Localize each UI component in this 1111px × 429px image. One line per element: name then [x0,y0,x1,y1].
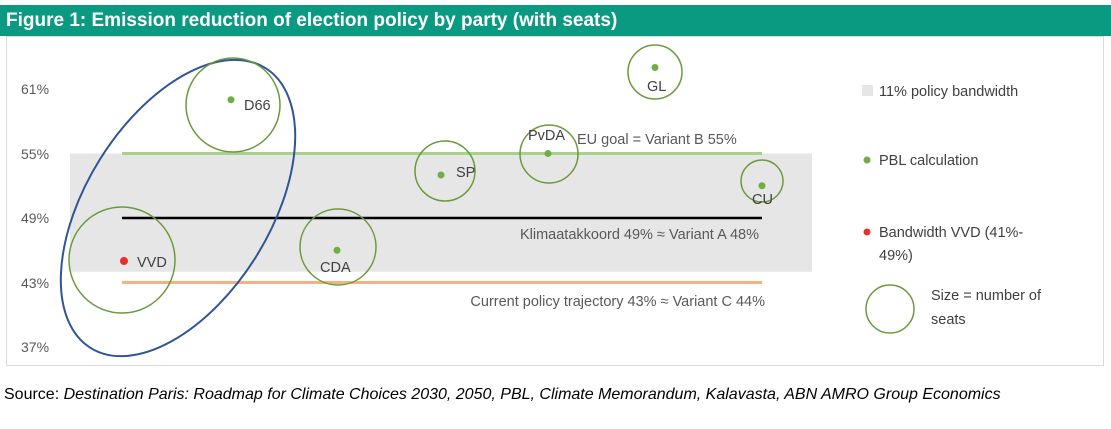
legend-vvd-swatch [863,228,871,236]
sp-label: SP [456,165,475,181]
legend-size-label-line1: Size = number of [931,288,1042,304]
cda-seat-circle [299,208,377,286]
vvd-label: VVD [137,255,167,271]
y-axis-ticks: 61% 55% 49% 43% 37% [21,81,49,355]
gl-label: GL [647,79,666,95]
cu-label: CU [752,192,773,208]
eu-goal-label: EU goal = Variant B 55% [577,132,737,148]
legend-vvd-label-line2: 49%) [879,248,913,264]
y-tick-label: 37% [21,339,49,355]
sp-point [437,171,445,179]
cu-seat-circle [740,159,784,203]
legend-size-label-line2: seats [931,312,966,328]
cda-label: CDA [320,260,351,276]
sp-seat-circle [414,140,476,202]
d66-label: D66 [244,98,271,114]
pvda-point [544,150,552,157]
vvd-seat-circle [68,206,176,314]
y-tick-label: 49% [21,210,49,226]
legend-bandwidth-label: 11% policy bandwidth [879,84,1018,100]
legend-vvd-label-line1: Bandwidth VVD (41%- [879,225,1023,241]
y-tick-label: 43% [21,275,49,291]
d66-point [227,96,235,104]
cda-point [333,246,341,254]
legend-bandwidth-swatch [862,85,873,96]
source-label: Source: [4,386,60,403]
vvd-highlight-ellipse [59,58,297,358]
y-tick-label: 61% [21,81,49,97]
current-policy-label: Current policy trajectory 43% ≈ Variant … [470,294,765,310]
gl-seat-circle [627,44,683,100]
klimaatakkoord-label: Klimaatakkoord 49% ≈ Variant A 48% [520,227,759,243]
pvda-seat-circle [519,124,579,184]
legend: 11% policy bandwidth PBL calculation Ban… [862,84,1042,334]
y-tick-label: 55% [21,146,49,162]
pvda-label: PvDA [528,128,565,144]
figure-title: Figure 1: Emission reduction of election… [0,5,1111,36]
cu-point [758,182,766,190]
legend-pbl-label: PBL calculation [879,153,978,169]
gl-point [651,64,659,71]
policy-bandwidth-band [70,153,812,272]
source-text: Destination Paris: Roadmap for Climate C… [63,386,1001,403]
legend-size-swatch [865,284,915,334]
legend-pbl-swatch [863,156,871,164]
d66-seat-circle [185,57,281,153]
vvd-point [120,257,128,265]
source-note: Source: Destination Paris: Roadmap for C… [4,385,1104,405]
